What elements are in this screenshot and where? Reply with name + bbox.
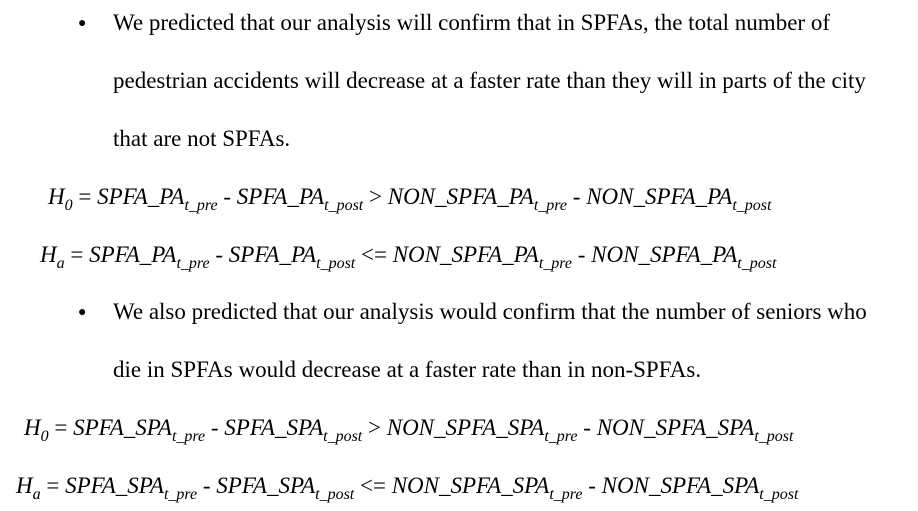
term: SPFA_PA [97,184,184,209]
term: SPFA_PA [89,242,176,267]
term: NON_SPFA_SPA [387,415,545,440]
term: SPFA_PA [229,242,316,267]
bullet-marker: ● [78,10,86,38]
term-subscript: t_pre [534,197,567,214]
equals-sign: = [70,242,83,267]
equals-sign: = [78,184,91,209]
term-subscript: t_pre [549,486,582,503]
term: SPFA_SPA [216,473,315,498]
minus-sign: - [578,242,586,267]
hypothesis-subscript: 0 [65,197,73,214]
term: NON_SPFA_PA [388,184,534,209]
term: NON_SPFA_SPA [602,473,760,498]
minus-sign: - [223,184,231,209]
minus-sign: - [211,415,219,440]
term-subscript: t_pre [539,255,572,272]
term-subscript: t_post [759,486,798,503]
term: SPFA_SPA [224,415,323,440]
paragraph-line: pedestrian accidents will decrease at a … [113,67,866,95]
hypothesis-symbol: H [48,184,65,209]
term-subscript: t_post [737,255,776,272]
term: SPFA_SPA [73,415,172,440]
term: SPFA_SPA [65,473,164,498]
equation-h0-pa: H0 = SPFA_PAt_pre - SPFA_PAt_post > NON_… [48,183,771,211]
hypothesis-subscript: a [57,255,65,272]
term: NON_SPFA_SPA [392,473,550,498]
paragraph-line: We predicted that our analysis will conf… [113,9,830,37]
relation-sign: > [369,184,382,209]
term-subscript: t_pre [176,255,209,272]
equation-ha-spa: Ha = SPFA_SPAt_pre - SPFA_SPAt_post <= N… [16,472,798,500]
term-subscript: t_post [324,197,363,214]
minus-sign: - [203,473,211,498]
bullet-marker: ● [78,299,86,327]
equals-sign: = [54,415,67,440]
term-subscript: t_post [316,255,355,272]
hypothesis-subscript: a [33,486,41,503]
term: NON_SPFA_SPA [597,415,755,440]
term-subscript: t_pre [184,197,217,214]
relation-sign: <= [361,242,387,267]
hypothesis-symbol: H [16,473,33,498]
minus-sign: - [573,184,581,209]
term-subscript: t_post [732,197,771,214]
term-subscript: t_pre [544,428,577,445]
relation-sign: > [368,415,381,440]
minus-sign: - [215,242,223,267]
paragraph-line: that are not SPFAs. [113,125,290,153]
term-subscript: t_post [323,428,362,445]
term: NON_SPFA_PA [393,242,539,267]
term-subscript: t_post [754,428,793,445]
term-subscript: t_pre [164,486,197,503]
term-subscript: t_pre [172,428,205,445]
paragraph-line: We also predicted that our analysis woul… [113,298,867,326]
hypothesis-subscript: 0 [41,428,49,445]
term-subscript: t_post [315,486,354,503]
paragraph-line: die in SPFAs would decrease at a faster … [113,356,701,384]
relation-sign: <= [360,473,386,498]
minus-sign: - [588,473,596,498]
term: SPFA_PA [237,184,324,209]
equation-ha-pa: Ha = SPFA_PAt_pre - SPFA_PAt_post <= NON… [40,241,776,269]
hypothesis-symbol: H [40,242,57,267]
equation-h0-spa: H0 = SPFA_SPAt_pre - SPFA_SPAt_post > NO… [24,414,793,442]
hypothesis-symbol: H [24,415,41,440]
term: NON_SPFA_PA [591,242,737,267]
minus-sign: - [583,415,591,440]
equals-sign: = [46,473,59,498]
term: NON_SPFA_PA [586,184,732,209]
